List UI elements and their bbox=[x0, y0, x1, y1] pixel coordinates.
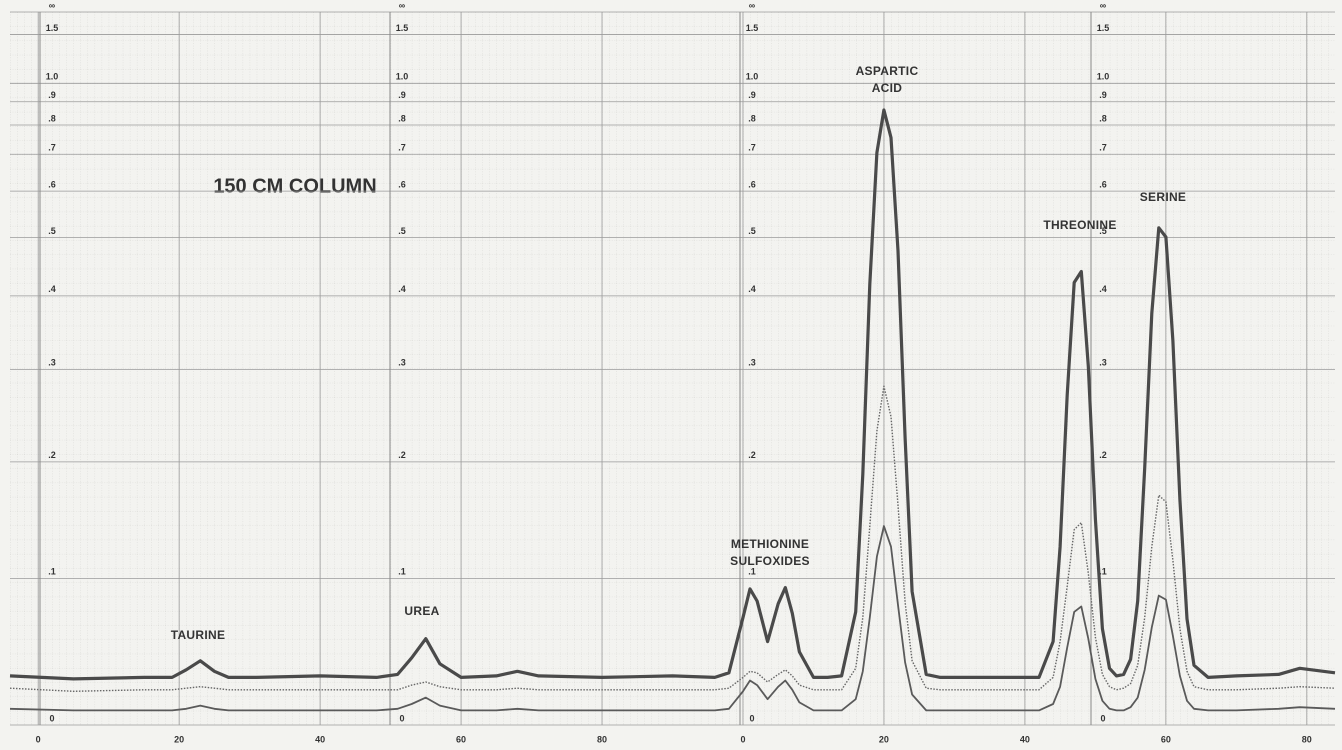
y-tick-label: .4 bbox=[1099, 284, 1107, 294]
y-tick-label: .8 bbox=[48, 113, 56, 123]
y-tick-label: .9 bbox=[748, 90, 756, 100]
peak-label: SERINE bbox=[1140, 190, 1186, 204]
y-tick-label: ∞ bbox=[49, 0, 56, 10]
y-tick-label: .3 bbox=[1099, 358, 1107, 368]
peak-label: ACID bbox=[872, 81, 903, 95]
y-tick-label: .1 bbox=[48, 567, 56, 577]
y-tick-label: .4 bbox=[748, 284, 756, 294]
y-tick-label: .8 bbox=[398, 113, 406, 123]
y-tick-label: .8 bbox=[1099, 113, 1107, 123]
y-tick-label: .5 bbox=[748, 226, 756, 236]
y-tick-label: 1.0 bbox=[46, 72, 59, 82]
chart-paper bbox=[10, 12, 1335, 725]
y-tick-label: 1.0 bbox=[746, 72, 759, 82]
y-tick-label: ∞ bbox=[399, 0, 406, 10]
y-tick-label: ∞ bbox=[1100, 0, 1107, 10]
y-tick-label: .6 bbox=[748, 179, 756, 189]
y-tick-label: 1.0 bbox=[396, 72, 409, 82]
y-tick-label: 1.5 bbox=[1097, 23, 1110, 33]
peak-label: SULFOXIDES bbox=[730, 554, 810, 568]
y-tick-label: .7 bbox=[748, 143, 756, 153]
peak-label: TAURINE bbox=[171, 628, 226, 642]
y-tick-label: 0 bbox=[399, 713, 404, 723]
y-tick-label: .5 bbox=[1099, 226, 1107, 236]
x-tick-label: 0 bbox=[36, 734, 41, 744]
x-tick-label: 40 bbox=[1020, 734, 1030, 744]
y-tick-label: 1.5 bbox=[746, 23, 759, 33]
y-tick-label: 0 bbox=[1100, 713, 1105, 723]
y-tick-label: .3 bbox=[398, 358, 406, 368]
y-tick-label: 0 bbox=[49, 713, 54, 723]
y-tick-label: .4 bbox=[398, 284, 406, 294]
y-tick-label: .1 bbox=[398, 567, 406, 577]
x-tick-label: 80 bbox=[1302, 734, 1312, 744]
y-tick-label: .8 bbox=[748, 113, 756, 123]
trace bbox=[9, 385, 1336, 692]
y-tick-label: .6 bbox=[48, 179, 56, 189]
y-tick-label: .6 bbox=[398, 179, 406, 189]
y-tick-label: .2 bbox=[48, 450, 56, 460]
y-tick-label: .1 bbox=[748, 567, 756, 577]
x-tick-label: 60 bbox=[1161, 734, 1171, 744]
y-tick-label: .3 bbox=[48, 358, 56, 368]
peak-label: ASPARTIC bbox=[856, 64, 919, 78]
y-tick-label: .7 bbox=[48, 143, 56, 153]
y-tick-label: .3 bbox=[748, 358, 756, 368]
x-tick-label: 40 bbox=[315, 734, 325, 744]
x-tick-label: 80 bbox=[597, 734, 607, 744]
trace bbox=[9, 108, 1336, 681]
y-tick-label: .2 bbox=[748, 450, 756, 460]
y-tick-label: .5 bbox=[398, 226, 406, 236]
y-tick-label: .7 bbox=[398, 143, 406, 153]
y-tick-label: 1.0 bbox=[1097, 72, 1110, 82]
y-tick-label: .4 bbox=[48, 284, 56, 294]
x-tick-label: 0 bbox=[740, 734, 745, 744]
y-tick-label: .2 bbox=[398, 450, 406, 460]
y-tick-label: 1.5 bbox=[396, 23, 409, 33]
y-tick-label: .5 bbox=[48, 226, 56, 236]
peak-label: UREA bbox=[404, 604, 439, 618]
trace bbox=[9, 525, 1336, 712]
y-tick-label: .9 bbox=[398, 90, 406, 100]
y-tick-label: .6 bbox=[1099, 179, 1107, 189]
y-tick-label: 1.5 bbox=[46, 23, 59, 33]
y-tick-label: .1 bbox=[1099, 567, 1107, 577]
x-tick-label: 20 bbox=[879, 734, 889, 744]
y-tick-label: .9 bbox=[48, 90, 56, 100]
peak-label: THREONINE bbox=[1043, 218, 1116, 232]
x-tick-label: 60 bbox=[456, 734, 466, 744]
y-tick-label: .9 bbox=[1099, 90, 1107, 100]
chart-title: 150 CM COLUMN bbox=[213, 175, 376, 197]
y-tick-label: .2 bbox=[1099, 450, 1107, 460]
y-tick-label: 0 bbox=[749, 713, 754, 723]
x-tick-label: 20 bbox=[174, 734, 184, 744]
y-tick-label: .7 bbox=[1099, 143, 1107, 153]
y-tick-label: ∞ bbox=[749, 0, 756, 10]
peak-label: METHIONINE bbox=[731, 537, 809, 551]
